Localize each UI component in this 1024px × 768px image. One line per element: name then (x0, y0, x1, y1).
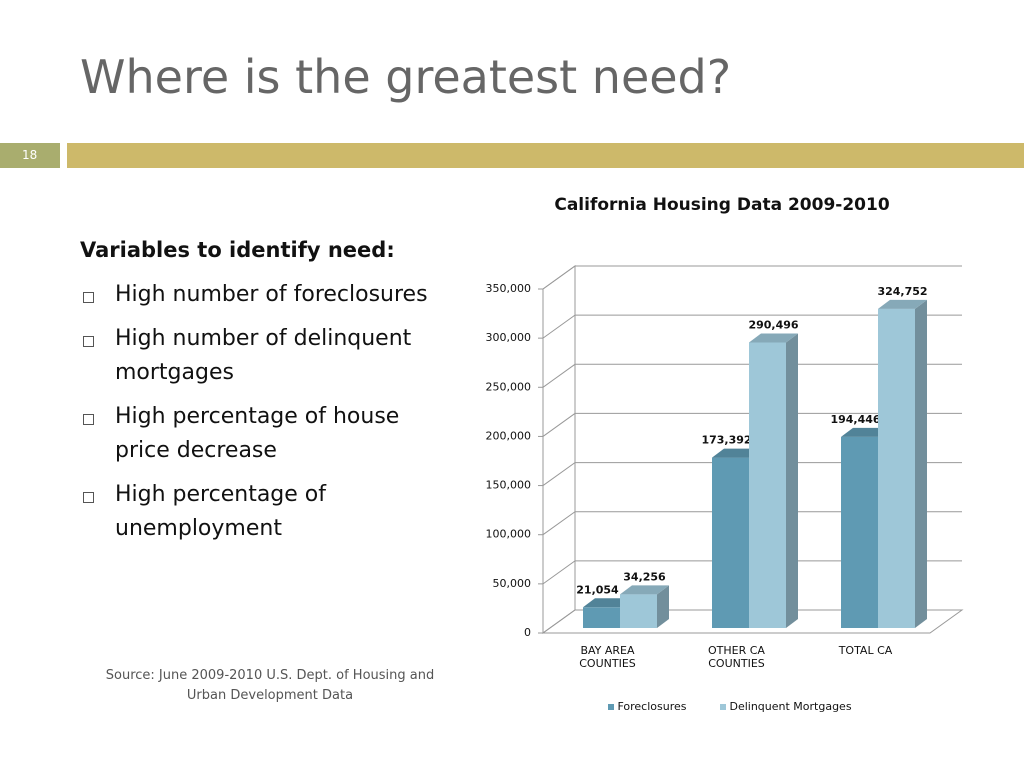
header-band (67, 143, 1024, 168)
legend-item: Foreclosures (608, 700, 686, 713)
legend-label: Foreclosures (617, 700, 687, 713)
y-tick-label: 150,000 (486, 479, 532, 492)
value-label: 173,392 (701, 434, 751, 447)
legend-label: Delinquent Mortgages (729, 700, 852, 713)
bar-front (712, 457, 749, 628)
bar-front (878, 308, 915, 628)
legend-swatch (608, 704, 615, 710)
value-label: 34,256 (623, 570, 666, 583)
y-tick-label: 50,000 (493, 577, 532, 590)
x-tick-label: OTHER CA COUNTIES (708, 644, 765, 670)
grid-line (542, 609, 962, 634)
grid-line (542, 412, 962, 437)
y-tick-label: 100,000 (486, 528, 532, 541)
y-tick-label: 350,000 (486, 282, 532, 295)
heading: Variables to identify need: (80, 238, 395, 262)
grid-line (542, 314, 962, 339)
bar-front (583, 607, 620, 628)
value-label: 324,752 (877, 285, 927, 298)
grid-line (542, 265, 962, 290)
bar-side (786, 333, 798, 628)
bar-top (749, 333, 798, 343)
chart-title: California Housing Data 2009-2010 (554, 195, 889, 215)
x-tick-label: BAY AREA COUNTIES (579, 644, 636, 670)
bullet-list: High number of foreclosures High number o… (80, 278, 450, 556)
bar-top (620, 585, 669, 595)
y-tick-label: 200,000 (486, 429, 532, 442)
bar-top (878, 299, 927, 309)
legend-swatch (720, 704, 727, 710)
bar (878, 299, 927, 628)
grid-line (542, 560, 962, 585)
legend-item: Delinquent Mortgages (720, 700, 852, 713)
bar-front (841, 436, 878, 628)
value-label: 21,054 (576, 583, 619, 596)
slide-title: Where is the greatest need? (80, 50, 732, 104)
bullet: High percentage of house price decrease (80, 400, 450, 468)
bullet: High number of foreclosures (80, 278, 450, 312)
bar-front (749, 342, 786, 628)
back-wall (542, 265, 576, 634)
bar-front (620, 594, 657, 628)
value-label: 194,446 (830, 413, 880, 426)
bar-top (841, 427, 890, 437)
value-label: 290,496 (748, 318, 798, 331)
grid-line (542, 511, 962, 536)
y-tick-label: 300,000 (486, 331, 532, 344)
grid-line (542, 462, 962, 486)
bar-top (712, 448, 761, 458)
legend: Foreclosures Delinquent Mortgages (540, 700, 920, 713)
source: Source: June 2009-2010 U.S. Dept. of Hou… (105, 668, 435, 703)
bar-side (657, 585, 669, 628)
y-tick-label: 0 (524, 626, 531, 639)
bar (749, 333, 798, 628)
page-number: 18 (0, 143, 60, 168)
bar-side (915, 299, 927, 628)
bullet: High percentage of unemployment (80, 478, 450, 546)
y-tick-label: 250,000 (486, 380, 532, 393)
bar (620, 585, 669, 628)
bullet: High number of delinquent mortgages (80, 322, 450, 390)
grid-line (542, 363, 962, 388)
x-tick-label: TOTAL CA (838, 644, 893, 657)
bar-top (583, 598, 632, 608)
